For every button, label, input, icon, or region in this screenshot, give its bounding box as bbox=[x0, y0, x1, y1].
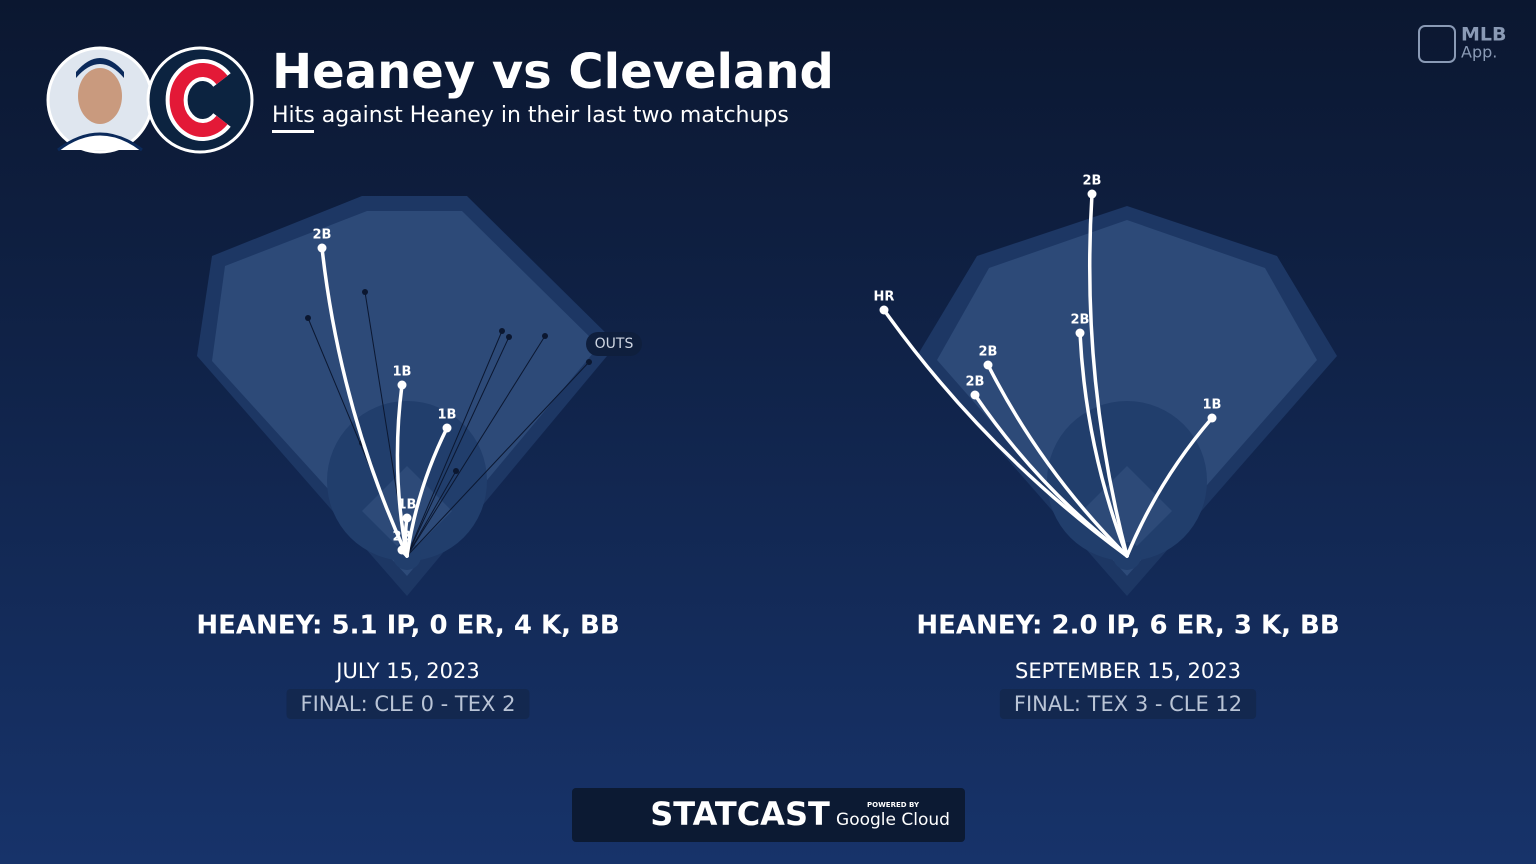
hit-label: 2B bbox=[979, 345, 998, 360]
out-dot bbox=[305, 315, 311, 321]
field-group: OUTS 2B 1B 1B 1B 2B bbox=[197, 196, 642, 596]
google-cloud: Google Cloud bbox=[836, 810, 950, 830]
title: Heaney vs Cleveland bbox=[272, 44, 834, 100]
hit-line bbox=[973, 393, 1129, 558]
player-avatar bbox=[46, 46, 154, 154]
hit-line bbox=[405, 426, 449, 558]
hit-line bbox=[1125, 416, 1214, 558]
subtitle-underline bbox=[272, 130, 314, 133]
hit-label: 2B bbox=[313, 228, 332, 243]
final-pill bbox=[286, 689, 530, 719]
hit-line bbox=[986, 363, 1129, 558]
final-score: FINAL: CLE 0 - TEX 2 bbox=[301, 692, 516, 716]
field-group: 2B HR 2B 2B 2B 1B bbox=[874, 174, 1337, 596]
hit-label: 1B bbox=[398, 498, 417, 513]
out-line bbox=[406, 361, 590, 557]
outs-pill bbox=[586, 332, 642, 356]
hit-dot bbox=[317, 243, 327, 253]
hit-dot bbox=[1075, 328, 1085, 338]
hit-label: 2B bbox=[393, 530, 412, 545]
out-line bbox=[406, 336, 510, 557]
mlb-icon bbox=[1418, 25, 1456, 63]
out-dot bbox=[499, 328, 505, 334]
out-line bbox=[406, 335, 546, 557]
hit-line bbox=[395, 383, 409, 558]
out-line bbox=[406, 330, 503, 557]
out-dot bbox=[453, 468, 459, 474]
hit-dot bbox=[402, 513, 412, 523]
final-score: FINAL: TEX 3 - CLE 12 bbox=[1014, 692, 1242, 716]
field-grass bbox=[937, 220, 1317, 576]
hit-dot bbox=[879, 305, 889, 315]
out-line bbox=[406, 470, 457, 557]
final-pill bbox=[999, 689, 1257, 719]
hit-label: HR bbox=[874, 290, 895, 305]
game-date: JULY 15, 2023 bbox=[334, 659, 480, 683]
game-date: SEPTEMBER 15, 2023 bbox=[1015, 659, 1241, 683]
hit-label: 2B bbox=[966, 375, 985, 390]
brand-line2: App. bbox=[1461, 43, 1497, 62]
stat-line: HEANEY: 5.1 IP, 0 ER, 4 K, BB bbox=[196, 611, 619, 641]
hit-dot bbox=[983, 360, 993, 370]
hit-dot bbox=[442, 423, 452, 433]
hit-dot bbox=[397, 380, 407, 390]
out-dot bbox=[586, 359, 592, 365]
out-dot bbox=[362, 289, 368, 295]
hit-dot bbox=[1207, 413, 1217, 423]
footer-box bbox=[572, 788, 965, 842]
cleveland-logo bbox=[146, 46, 254, 154]
hit-dot bbox=[970, 390, 980, 400]
hit-dot bbox=[1087, 189, 1097, 199]
hit-line bbox=[320, 246, 409, 558]
out-dot bbox=[542, 333, 548, 339]
out-dot bbox=[506, 334, 512, 340]
powered-by: POWERED BY bbox=[867, 801, 920, 809]
hit-label: 1B bbox=[1203, 398, 1222, 413]
brand-line1: MLB bbox=[1461, 24, 1507, 46]
hit-dot bbox=[397, 545, 407, 555]
field-grass bbox=[212, 211, 599, 576]
statcast-logo: STATCAST bbox=[650, 795, 830, 833]
outs-label: OUTS bbox=[595, 336, 634, 352]
hit-label: 2B bbox=[1071, 313, 1090, 328]
stat-line: HEANEY: 2.0 IP, 6 ER, 3 K, BB bbox=[916, 611, 1339, 641]
infield bbox=[362, 466, 452, 556]
hit-label: 1B bbox=[393, 365, 412, 380]
hit-label: 1B bbox=[438, 408, 457, 423]
hit-line bbox=[1087, 192, 1129, 558]
hit-line bbox=[1078, 331, 1129, 558]
hit-label: 2B bbox=[1083, 174, 1102, 189]
subtitle: Hits against Heaney in their last two ma… bbox=[272, 103, 789, 128]
